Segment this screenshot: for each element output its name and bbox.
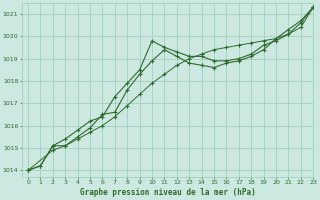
X-axis label: Graphe pression niveau de la mer (hPa): Graphe pression niveau de la mer (hPa) — [80, 188, 255, 197]
